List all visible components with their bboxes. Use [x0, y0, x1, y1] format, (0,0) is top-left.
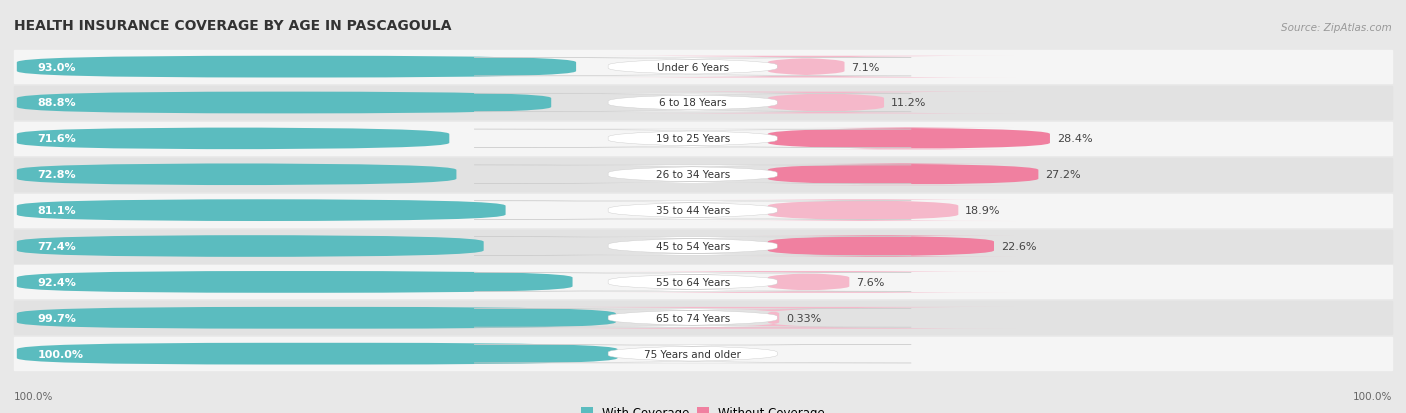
FancyBboxPatch shape [747, 235, 1015, 257]
FancyBboxPatch shape [596, 57, 1015, 78]
FancyBboxPatch shape [474, 94, 911, 113]
Bar [14, 301, 1392, 335]
FancyBboxPatch shape [474, 58, 911, 77]
Text: 6 to 18 Years: 6 to 18 Years [659, 98, 727, 108]
FancyBboxPatch shape [768, 128, 1050, 150]
Text: 35 to 44 Years: 35 to 44 Years [655, 206, 730, 216]
Text: 45 to 54 Years: 45 to 54 Years [655, 242, 730, 252]
Bar [14, 337, 1392, 370]
Bar [14, 123, 1392, 156]
Text: 77.4%: 77.4% [38, 242, 76, 252]
FancyBboxPatch shape [531, 307, 1015, 329]
Text: 99.7%: 99.7% [38, 313, 76, 323]
FancyBboxPatch shape [17, 343, 617, 365]
Text: 88.8%: 88.8% [38, 98, 76, 108]
Bar [14, 266, 1392, 299]
Text: 100.0%: 100.0% [38, 349, 83, 359]
Text: 28.4%: 28.4% [1057, 134, 1092, 144]
Text: 26 to 34 Years: 26 to 34 Years [655, 170, 730, 180]
FancyBboxPatch shape [17, 128, 450, 150]
FancyBboxPatch shape [474, 344, 911, 363]
FancyBboxPatch shape [474, 166, 911, 184]
FancyBboxPatch shape [17, 271, 572, 293]
FancyBboxPatch shape [17, 307, 616, 329]
FancyBboxPatch shape [474, 237, 911, 256]
FancyBboxPatch shape [17, 93, 551, 114]
FancyBboxPatch shape [602, 271, 1015, 293]
Text: HEALTH INSURANCE COVERAGE BY AGE IN PASCAGOULA: HEALTH INSURANCE COVERAGE BY AGE IN PASC… [14, 19, 451, 33]
FancyBboxPatch shape [17, 200, 506, 221]
Text: 100.0%: 100.0% [1353, 392, 1392, 401]
Legend: With Coverage, Without Coverage: With Coverage, Without Coverage [576, 401, 830, 413]
Text: 93.0%: 93.0% [38, 62, 76, 72]
FancyBboxPatch shape [474, 273, 911, 292]
FancyBboxPatch shape [636, 93, 1015, 114]
Text: 22.6%: 22.6% [1001, 242, 1036, 252]
FancyBboxPatch shape [474, 201, 911, 220]
Text: 81.1%: 81.1% [38, 206, 76, 216]
Text: 72.8%: 72.8% [38, 170, 76, 180]
Bar [14, 87, 1392, 120]
Text: 65 to 74 Years: 65 to 74 Years [655, 313, 730, 323]
FancyBboxPatch shape [17, 164, 457, 186]
Text: 7.6%: 7.6% [856, 277, 884, 287]
FancyBboxPatch shape [17, 235, 484, 257]
FancyBboxPatch shape [768, 164, 1039, 186]
Text: 0.33%: 0.33% [786, 313, 821, 323]
Text: 7.1%: 7.1% [852, 62, 880, 72]
FancyBboxPatch shape [474, 309, 911, 328]
Bar [14, 158, 1392, 191]
Bar [14, 194, 1392, 227]
FancyBboxPatch shape [17, 57, 576, 78]
Text: Under 6 Years: Under 6 Years [657, 62, 728, 72]
Bar [14, 230, 1392, 263]
Text: 27.2%: 27.2% [1045, 170, 1081, 180]
Bar [14, 51, 1392, 84]
Text: 18.9%: 18.9% [965, 206, 1001, 216]
Text: Source: ZipAtlas.com: Source: ZipAtlas.com [1281, 23, 1392, 33]
Text: 75 Years and older: 75 Years and older [644, 349, 741, 359]
FancyBboxPatch shape [710, 200, 1015, 221]
Text: 71.6%: 71.6% [38, 134, 76, 144]
Text: 92.4%: 92.4% [38, 277, 76, 287]
Text: 55 to 64 Years: 55 to 64 Years [655, 277, 730, 287]
Text: 11.2%: 11.2% [891, 98, 927, 108]
Text: 100.0%: 100.0% [14, 392, 53, 401]
Text: 19 to 25 Years: 19 to 25 Years [655, 134, 730, 144]
FancyBboxPatch shape [474, 130, 911, 148]
